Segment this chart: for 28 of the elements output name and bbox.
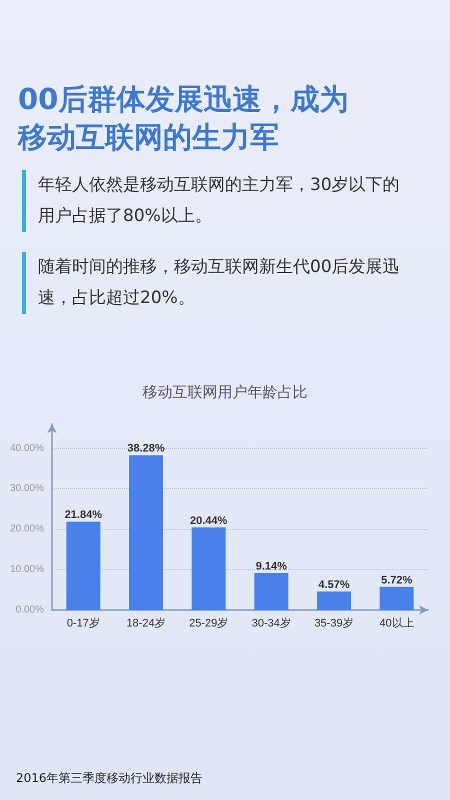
- data-label: 4.57%: [318, 579, 350, 592]
- x-tick-label: 25-29岁: [189, 618, 228, 630]
- bar: [254, 573, 288, 610]
- bar: [380, 586, 414, 610]
- data-label: 9.14%: [256, 560, 288, 573]
- x-tick-label: 0-17岁: [66, 618, 100, 630]
- bar: [66, 522, 100, 610]
- chart-subtitle: 移动互联网用户年龄占比: [142, 384, 308, 401]
- text: 2016年第三季度移动行业数据报告: [16, 770, 203, 787]
- y-tick-label: 40.00%: [10, 442, 44, 454]
- x-tick-label: 35-39岁: [314, 618, 354, 630]
- data-label: 38.28%: [127, 442, 165, 455]
- bar: [317, 592, 351, 610]
- x-tick-label: 40以上: [380, 616, 414, 630]
- data-label: 5.72%: [381, 574, 412, 586]
- bar: [192, 527, 226, 610]
- chart-title: 00后群体发展迅速，成为移动互联网的生力军: [18, 81, 350, 156]
- bar: [129, 455, 163, 610]
- y-tick-label: 10.00%: [10, 564, 44, 576]
- y-tick-label: 30.00%: [10, 483, 44, 494]
- text: 年轻人依然是移动互联网的主力军，30岁以下的用户占据了80%以上。: [22, 170, 408, 232]
- y-tick-label: 0.00%: [16, 604, 44, 616]
- x-tick-label: 30-34岁: [252, 618, 291, 630]
- x-tick-label: 18-24岁: [126, 618, 166, 630]
- data-label: 20.44%: [190, 514, 228, 527]
- y-tick-label: 20.00%: [10, 524, 44, 535]
- text: 随着时间的推移，移动互联网新生代00后发展迅速，占比超过20%。: [22, 252, 408, 314]
- data-label: 21.84%: [64, 509, 102, 522]
